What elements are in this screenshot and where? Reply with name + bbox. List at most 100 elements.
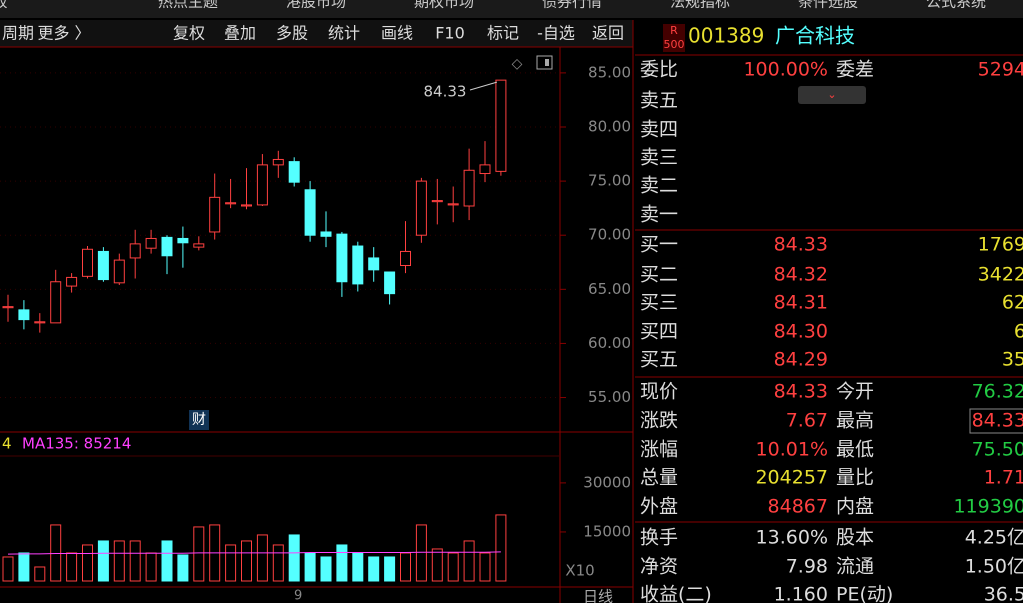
candle-body <box>241 204 252 207</box>
candle-body <box>177 237 189 244</box>
y-tick-label: 85.00 <box>588 63 631 81</box>
candle-body <box>113 259 125 284</box>
candle-body <box>34 321 46 324</box>
candle-body <box>352 245 364 285</box>
quote-cell: 最低 <box>836 439 874 461</box>
candle-body <box>463 169 475 207</box>
candle-body <box>495 79 507 172</box>
volume-bar <box>463 540 475 582</box>
volume-bar <box>82 544 93 582</box>
volume-bar <box>34 566 46 582</box>
quote-cell: 76.32 <box>972 381 1023 403</box>
candle-body <box>209 196 221 233</box>
toolbar-button[interactable]: 标记 <box>487 24 519 43</box>
quote-cell: 外盘 <box>640 496 678 518</box>
quote-cell: 84.31 <box>774 292 828 314</box>
quote-cell: 买五 <box>640 349 678 371</box>
volume-bar <box>384 556 396 582</box>
volume-bar <box>352 552 364 582</box>
candle-body <box>97 250 109 281</box>
quote-cell: 100.00% <box>743 59 828 81</box>
volume-bar <box>400 552 411 582</box>
volume-bar <box>368 556 380 582</box>
event-marker[interactable]: 财 <box>192 412 206 428</box>
volume-bar <box>2 556 14 582</box>
toggle-icon-fill <box>545 59 549 66</box>
candle-body <box>272 158 284 166</box>
candle-body <box>82 248 93 277</box>
quote-cell: 7.98 <box>786 556 828 578</box>
quote-cell: 84.33 <box>774 381 828 403</box>
volume-bar <box>161 540 173 582</box>
menu-item[interactable]: 条件选股 <box>798 0 858 11</box>
y-tick-label: 65.00 <box>588 280 631 298</box>
menu-item[interactable]: 期权市场 <box>414 0 474 11</box>
volume-bar <box>495 514 507 582</box>
candle-body <box>415 180 427 236</box>
quote-cell: 10.01% <box>756 439 828 461</box>
candle-body <box>145 237 157 249</box>
y-tick-label: 70.00 <box>588 226 631 244</box>
quote-cell: 5294 <box>978 59 1023 81</box>
quote-cell: 净资 <box>640 556 678 578</box>
candle-body <box>50 281 62 324</box>
expand-button[interactable] <box>798 86 866 104</box>
candle-body <box>368 257 380 271</box>
badge <box>663 24 685 52</box>
quote-cell: 买二 <box>640 264 678 286</box>
quote-cell: 1.160 <box>774 584 828 603</box>
candle-body <box>304 189 316 236</box>
stock-name: 广合科技 <box>775 24 855 48</box>
quote-cell: 涨幅 <box>640 439 678 461</box>
toolbar-button[interactable]: 返回 <box>592 24 624 43</box>
menu-item[interactable]: 公式系统 <box>926 0 986 11</box>
quote-cell: 买四 <box>640 321 678 343</box>
diamond-icon[interactable]: ◇ <box>512 56 523 72</box>
period-label: 日线 <box>583 588 613 603</box>
toggle-icon[interactable] <box>536 55 553 70</box>
quote-cell: 1.71 <box>984 467 1023 489</box>
ask-label: 卖三 <box>640 147 678 169</box>
toolbar-button[interactable]: 多股 <box>276 24 308 43</box>
annotation: 84.33 <box>424 83 467 101</box>
menu-item[interactable]: 板 <box>0 0 8 11</box>
quote-cell: 3422 <box>978 264 1023 286</box>
toolbar-button[interactable]: F10 <box>435 24 465 43</box>
toolbar-button[interactable]: 叠加 <box>224 24 256 43</box>
volume-scale: X10 <box>565 562 594 580</box>
toolbar-button[interactable]: 统计 <box>328 24 360 43</box>
menu-item[interactable]: 港股市场 <box>286 0 346 11</box>
candle-body <box>288 161 300 183</box>
quote-cell: 委差 <box>836 59 874 81</box>
volume-bar <box>256 534 268 582</box>
candle-body <box>66 276 78 287</box>
menu-item[interactable]: 债券行情 <box>542 0 602 11</box>
toolbar-button[interactable]: -自选 <box>537 24 575 43</box>
quote-cell: 今开 <box>836 381 874 403</box>
toolbar-button[interactable]: 复权 <box>173 24 205 43</box>
toolbar-button[interactable]: 周期 <box>2 24 34 43</box>
menu-item[interactable]: 法规指标 <box>670 0 730 11</box>
toolbar-button[interactable]: 画线 <box>381 24 413 43</box>
toolbar-button[interactable]: 更多 〉 <box>37 24 90 43</box>
volume-bar <box>145 552 157 582</box>
quote-cell: 收益(二) <box>640 584 712 603</box>
quote-cell: 75.50 <box>972 439 1023 461</box>
volume-bar <box>241 540 252 582</box>
quote-cell: 1769 <box>978 234 1023 256</box>
candle-body <box>225 202 237 205</box>
volume-bar <box>113 540 125 582</box>
ma-label: MA135: 85214 <box>22 435 131 453</box>
toolbar <box>0 20 633 47</box>
quote-cell: 4.25亿 <box>965 527 1023 549</box>
quote-cell: 204257 <box>755 467 828 489</box>
candle-body <box>320 231 332 237</box>
volume-bar <box>50 524 62 582</box>
quote-cell: 现价 <box>640 381 678 403</box>
volume-bar <box>479 552 491 582</box>
volume-bar <box>336 544 348 582</box>
menu-item[interactable]: 热点主题 <box>158 0 218 11</box>
candle-body <box>336 233 348 283</box>
quote-cell: 84.29 <box>774 349 828 371</box>
y-tick-label: 30000 <box>583 473 631 491</box>
